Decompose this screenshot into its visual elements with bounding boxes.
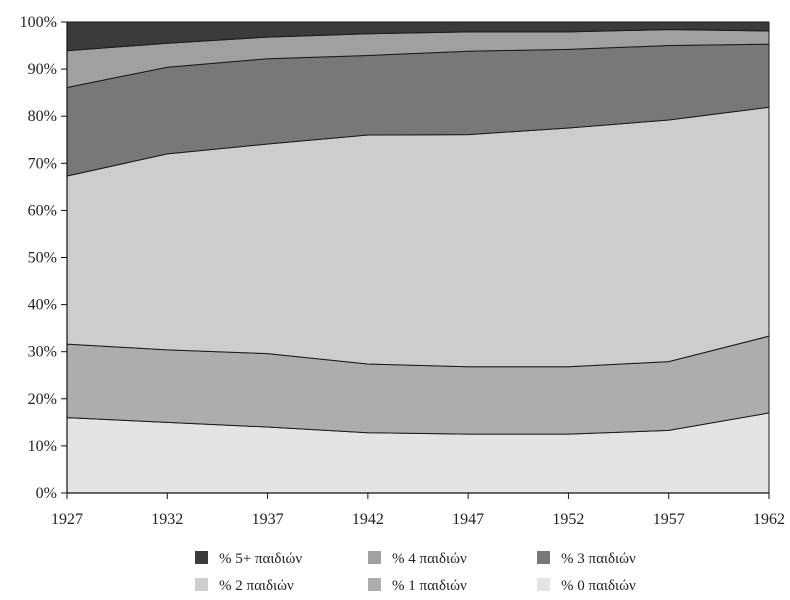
- axes-group: 0% 10% 20% 30% 40% 50% 60% 70% 80% 90% 100% 1927 193…: [20, 14, 785, 528]
- y-tick-label: 10%: [28, 438, 57, 455]
- y-tick-label: 20%: [28, 391, 57, 408]
- legend-swatch: [368, 551, 381, 564]
- legend-label: % 2 παιδιών: [219, 578, 294, 594]
- legend-swatch: [537, 578, 550, 591]
- legend: % 5+ παιδιών % 4 παιδιών % 3 παιδιών % 2 πα…: [195, 551, 636, 594]
- legend-label: % 4 παιδιών: [392, 551, 467, 567]
- legend-label: % 0 παιδιών: [561, 578, 636, 594]
- y-tick-label: 0%: [36, 485, 57, 502]
- legend-item: % 5+ παιδιών: [195, 551, 302, 567]
- y-tick-label: 30%: [28, 344, 57, 361]
- y-tick-label: 90%: [28, 61, 57, 78]
- y-tick-label: 50%: [28, 250, 57, 267]
- y-tick-label: 100%: [20, 14, 57, 31]
- legend-item: % 4 παιδιών: [368, 551, 467, 567]
- legend-item: % 3 παιδιών: [537, 551, 636, 567]
- legend-item: % 0 παιδιών: [537, 578, 636, 594]
- area-series-5plus-children: [66, 21, 770, 52]
- legend-swatch: [195, 551, 208, 564]
- legend-item: % 2 παιδιών: [195, 578, 294, 594]
- x-tick-label: 1957: [653, 511, 685, 528]
- legend-swatch: [537, 551, 550, 564]
- legend-label: % 1 παιδιών: [392, 578, 467, 594]
- y-tick-label: 60%: [28, 202, 57, 219]
- x-tick-label: 1927: [51, 511, 83, 528]
- legend-item: % 1 παιδιών: [368, 578, 467, 594]
- x-tick-label: 1962: [753, 511, 785, 528]
- area-series-group: [66, 21, 770, 494]
- x-tick-label: 1937: [252, 511, 284, 528]
- y-tick-label: 40%: [28, 297, 57, 314]
- x-tick-label: 1947: [452, 511, 484, 528]
- x-tick-label: 1932: [151, 511, 183, 528]
- legend-swatch: [195, 578, 208, 591]
- legend-label: % 3 παιδιών: [561, 551, 636, 567]
- legend-swatch: [368, 578, 381, 591]
- x-tick-label: 1952: [552, 511, 584, 528]
- legend-label: % 5+ παιδιών: [219, 551, 302, 567]
- y-tick-label: 80%: [28, 108, 57, 125]
- y-tick-label: 70%: [28, 155, 57, 172]
- x-tick-label: 1942: [352, 511, 384, 528]
